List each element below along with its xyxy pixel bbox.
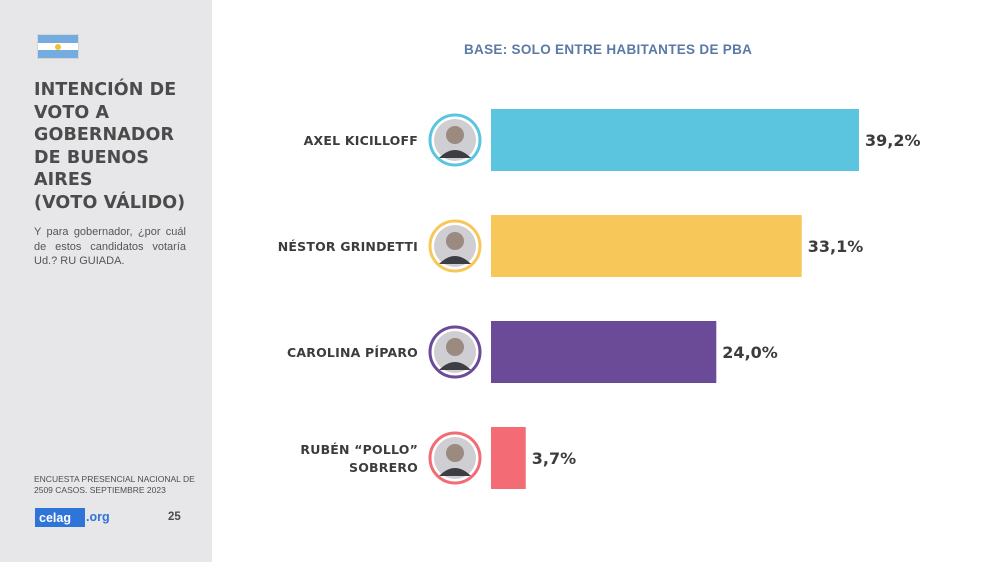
category-label: AXEL KICILLOFF bbox=[304, 133, 418, 148]
value-label: 33,1% bbox=[808, 237, 864, 256]
avatar-shoulders bbox=[439, 362, 471, 370]
category-label: SOBRERO bbox=[349, 460, 418, 475]
page-number: 25 bbox=[168, 511, 181, 523]
flag-stripe-top bbox=[38, 35, 78, 43]
bar bbox=[491, 427, 526, 489]
slide-title-line: INTENCIÓN DE bbox=[34, 80, 177, 100]
slide-title-line: GOBERNADOR bbox=[34, 125, 175, 145]
avatar-head bbox=[446, 338, 464, 356]
flag-stripe-bottom bbox=[38, 50, 78, 58]
logo-extension-text: .org bbox=[86, 510, 110, 524]
slide-title: INTENCIÓN DE VOTO A GOBERNADOR DE BUENOS… bbox=[34, 79, 204, 214]
chart-subtitle: BASE: SOLO ENTRE HABITANTES DE PBA bbox=[464, 42, 753, 57]
sidebar-panel: INTENCIÓN DE VOTO A GOBERNADOR DE BUENOS… bbox=[0, 0, 212, 562]
bar-chart: AXEL KICILLOFF 39,2% NÉSTOR GRINDETTI 33,1%… bbox=[278, 109, 921, 489]
logo-main-text: celag bbox=[35, 508, 85, 527]
flag-sun-icon bbox=[55, 43, 61, 50]
slide-title-line: (VOTO VÁLIDO) bbox=[34, 192, 186, 213]
category-label: NÉSTOR GRINDETTI bbox=[278, 239, 418, 254]
value-label: 39,2% bbox=[865, 131, 921, 150]
value-label: 24,0% bbox=[722, 343, 778, 362]
value-label: 3,7% bbox=[532, 449, 576, 468]
argentina-flag-icon bbox=[37, 34, 79, 59]
avatar-head bbox=[446, 126, 464, 144]
bar bbox=[491, 215, 802, 277]
slide-title-line: VOTO A bbox=[34, 102, 110, 123]
avatar-head bbox=[446, 444, 464, 462]
category-label: CAROLINA PÍPARO bbox=[287, 345, 418, 360]
bar bbox=[491, 321, 717, 383]
survey-source-note: ENCUESTA PRESENCIAL NACIONAL DE 2509 CAS… bbox=[34, 474, 195, 495]
avatar-shoulders bbox=[439, 150, 471, 158]
slide-title-line: DE BUENOS bbox=[34, 147, 150, 168]
celag-logo: celag .org bbox=[35, 508, 110, 527]
category-label: RUBÉN “POLLO” bbox=[300, 442, 418, 457]
bar bbox=[491, 109, 859, 171]
avatar-shoulders bbox=[439, 256, 471, 264]
slide-title-line: AIRES bbox=[34, 170, 93, 190]
avatar-head bbox=[446, 232, 464, 250]
survey-question: Y para gobernador, ¿por cuál de estos ca… bbox=[34, 226, 186, 267]
avatar-shoulders bbox=[439, 468, 471, 476]
